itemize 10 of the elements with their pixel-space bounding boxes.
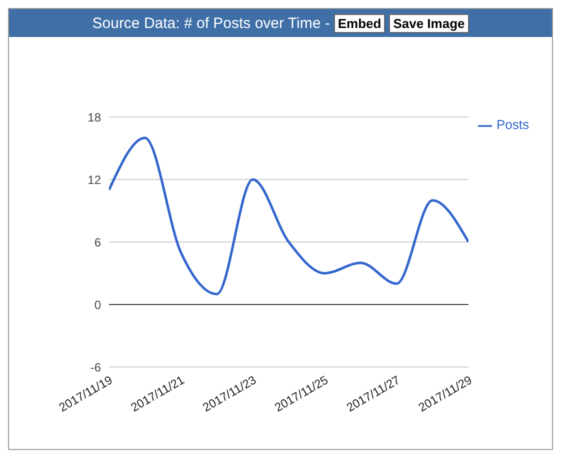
y-tick-label: 0 xyxy=(94,298,102,312)
text: Save Image xyxy=(389,14,469,32)
chart-title: Source Data: # of Posts over Time - xyxy=(92,14,330,32)
y-tick-label: 12 xyxy=(88,172,102,187)
legend-label: Posts xyxy=(496,117,529,132)
y-tick-label: -6 xyxy=(90,360,102,374)
y-tick-label: 6 xyxy=(94,235,102,250)
text: Embed xyxy=(334,14,386,32)
line-series xyxy=(109,136,468,296)
y-tick-label: 18 xyxy=(88,110,102,124)
